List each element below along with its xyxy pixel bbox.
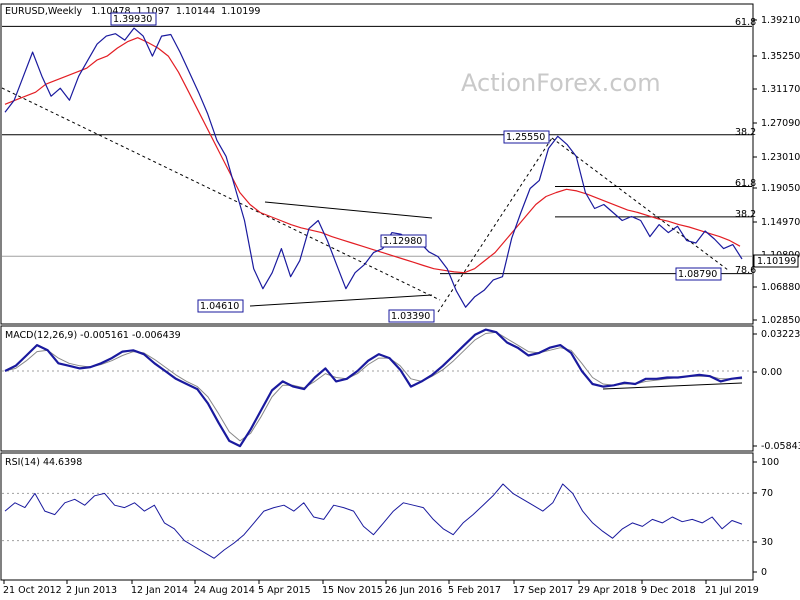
x-tick-label: 12 Jan 2014 [131,585,188,596]
level-label-box [110,12,157,26]
axis-labels: 1.39210 1.35250 1.31170 1.27090 1.23010 1.190… [3,15,800,596]
rsi-line [4,483,743,559]
x-tick-label: 21 Jul 2019 [705,585,759,596]
x-tick-label: 21 Oct 2012 [3,585,62,596]
uptrend-channel-line [437,137,553,313]
last-value-label: 1.10199 [757,256,796,267]
macd-pane-frame [0,325,754,452]
rsi-series [4,483,743,559]
x-tick-label: 5 Apr 2015 [258,585,311,596]
price-pane-header: EURUSD,Weekly 1.10478 1.1097 1.10144 1.1… [5,6,260,17]
level-labels: 1.39930 1.25550 1.12980 1.04610 1.03390 1.087… [110,12,756,323]
macd-y-tick-label: 0.032235 [761,329,800,340]
rsi-pane-frame [0,452,754,581]
x-tick-label: 24 Aug 2014 [194,585,255,596]
macd-series [4,328,743,448]
watermark: ActionForex.com [461,69,661,97]
level-label: 1.25550 [506,132,545,143]
price-line [4,27,743,308]
ohlc-open: 1.10478 [91,6,130,17]
level-label: 1.08790 [678,269,717,280]
level-label: 1.12980 [383,236,422,247]
ohlc-high: 1.1097 [137,6,170,17]
triangle-upper-line [264,201,433,219]
fib-label: 61.8 [735,178,756,189]
macd-line [4,328,743,448]
price-y-tick-label: 1.06880 [761,282,800,293]
level-label-box [388,309,435,323]
symbol-label: EURUSD [5,6,45,17]
x-tick-label: 9 Dec 2018 [641,585,696,596]
price-y-tick-label: 1.23010 [761,152,800,163]
ohlc-low: 1.10144 [176,6,215,17]
rsi-y-tick-label: 30 [761,537,773,548]
price-y-tick-label: 1.35250 [761,51,800,62]
rsi-y-tick-label: 70 [761,488,773,499]
macd-pane-title: MACD(12,26,9) -0.005161 -0.006439 [5,330,181,341]
price-y-tick-label: 1.19050 [761,183,800,194]
fib-label: 78.6 [735,265,756,276]
level-label-box [380,234,427,248]
rsi-y-tick-label: 100 [761,457,779,468]
level-label-box [675,267,722,281]
x-tick-label: 29 Apr 2018 [578,585,637,596]
level-label: 1.04610 [200,301,239,312]
triangle-lower-line [249,294,433,307]
last-value-box [753,254,799,268]
macd-y-tick-label: -0.058434 [761,441,800,452]
sma-line [4,37,741,274]
price-y-tick-label: 1.27090 [761,118,800,129]
rsi-pane-title: RSI(14) 44.6398 [5,457,82,468]
x-tick-label: 17 Sep 2017 [513,585,573,596]
macd-y-tick-label: 0.00 [761,367,782,378]
rsi-y-tick-label: 0 [761,567,767,578]
x-tick-label: 15 Nov 2015 [322,585,383,596]
level-label: 1.39930 [113,14,152,25]
ohlc-close: 1.10199 [221,6,260,17]
x-tick-label: 26 Jun 2016 [385,585,442,596]
downtrend-channel-line [551,137,729,271]
level-label-box [197,299,244,313]
fib-label: 38.2 [735,127,756,138]
level-label: 1.03390 [391,311,430,322]
fib-label: 61.8 [735,17,756,28]
price-y-tick-label: 1.02850 [761,315,800,326]
timeframe-label: Weekly [48,6,83,17]
trendlines [1,87,743,390]
price-y-tick-label: 1.14970 [761,217,800,228]
fib-label: 38.2 [735,209,756,220]
level-label-box [503,130,550,144]
price-pane-frame [0,3,754,325]
price-series [4,27,743,308]
price-y-tick-label: 1.39210 [761,15,800,26]
price-y-tick-label: 1.31170 [761,84,800,95]
macd-trendline [602,382,743,390]
x-tick-label: 2 Jun 2013 [66,585,117,596]
x-tick-label: 5 Feb 2017 [448,585,501,596]
